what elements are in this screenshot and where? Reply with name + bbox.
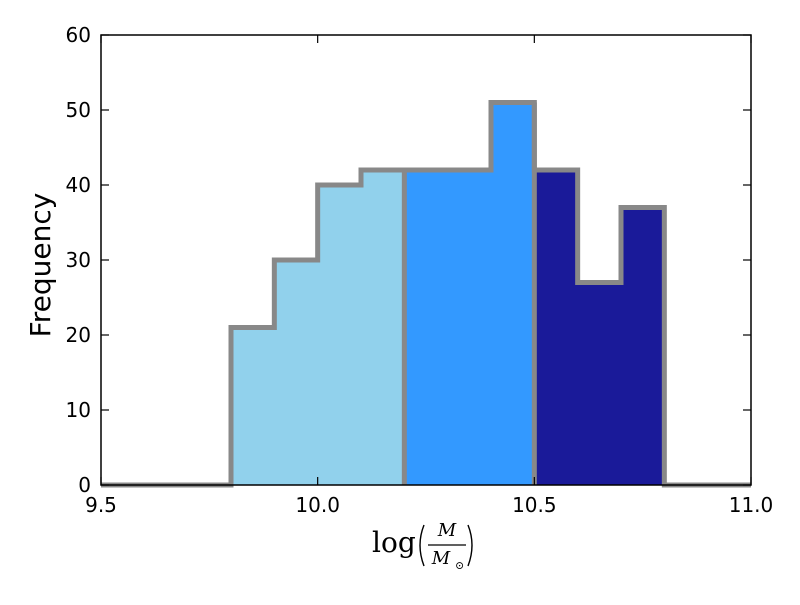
x-axis-label-denominator: M <box>431 548 451 569</box>
x-tick-label: 11.0 <box>729 493 774 517</box>
histogram-fill-group-3 <box>534 170 665 485</box>
x-axis-label-log: log <box>372 526 416 559</box>
x-tick-label: 10.0 <box>295 493 340 517</box>
histogram-outline <box>101 100 751 488</box>
histogram-fill-group-1 <box>231 170 405 485</box>
left-paren <box>419 524 425 567</box>
x-axis-label: log M M ⊙ <box>372 520 473 572</box>
labels-layer: Frequency log M M ⊙ <box>24 193 473 572</box>
x-axis-label-sun-subscript: ⊙ <box>455 559 464 572</box>
x-tick-label: 10.5 <box>512 493 557 517</box>
y-axis-label: Frequency <box>24 193 57 338</box>
y-tick-label: 60 <box>66 23 91 47</box>
axes-layer: 0 10 20 30 40 50 60 9.5 10.0 10.5 11.0 <box>66 23 774 517</box>
y-tick-label: 0 <box>78 473 91 497</box>
plot-layer <box>101 100 751 488</box>
histogram-fill-group-2 <box>404 102 535 485</box>
x-tick-label: 9.5 <box>85 493 117 517</box>
right-paren <box>467 524 473 567</box>
x-axis-label-numerator: M <box>437 520 457 541</box>
y-tick-label: 30 <box>66 248 91 272</box>
y-tick-label: 10 <box>66 398 91 422</box>
y-tick-label: 20 <box>66 323 91 347</box>
y-tick-label: 40 <box>66 173 91 197</box>
y-tick-label: 50 <box>66 98 91 122</box>
